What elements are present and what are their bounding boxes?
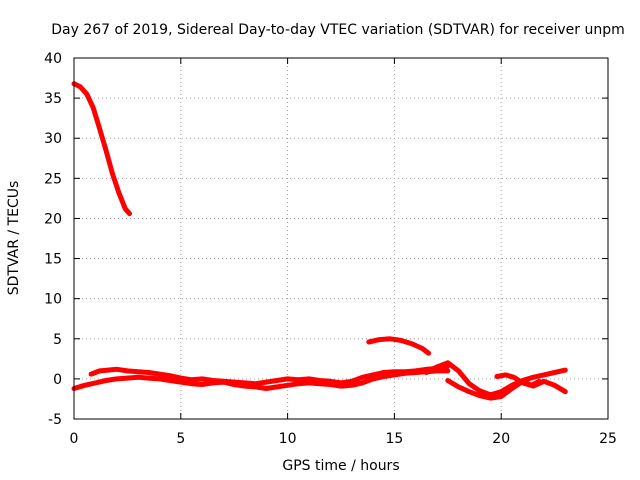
y-axis-label: SDTVAR / TECUs [6,181,22,296]
x-tick-label: 15 [385,431,403,447]
x-axis: 0 5 10 15 20 25 [70,58,617,447]
series-line-7 [494,372,543,388]
y-tick-label: 20 [44,211,62,227]
series-group [71,81,568,401]
x-tick-label: 5 [176,431,185,447]
y-axis: -5 0 5 10 15 20 25 30 35 40 [44,51,608,428]
series-line-4 [366,336,432,356]
x-tick-label: 0 [70,431,79,447]
chart-title: Day 267 of 2019, Sidereal Day-to-day VTE… [51,22,625,38]
plot-frame [73,57,609,420]
y-tick-label: 5 [53,332,62,348]
series-line-5 [423,360,568,398]
y-tick-label: 30 [44,131,62,147]
y-tick-label: 15 [44,252,62,268]
y-tick-label: 40 [44,51,62,67]
series-line-2 [71,368,451,391]
x-tick-label: 10 [279,431,297,447]
series-line-1 [71,81,132,217]
y-tick-label: 25 [44,171,62,187]
y-tick-label: -5 [48,412,62,428]
grid [74,58,608,419]
y-tick-label: 0 [53,372,62,388]
series-line-6 [445,378,568,401]
y-tick-label: 35 [44,91,62,107]
x-axis-label: GPS time / hours [282,458,399,474]
series-line-3 [88,363,451,387]
x-tick-label: 20 [492,431,510,447]
y-tick-label: 10 [44,292,62,308]
x-tick-label: 25 [599,431,617,447]
